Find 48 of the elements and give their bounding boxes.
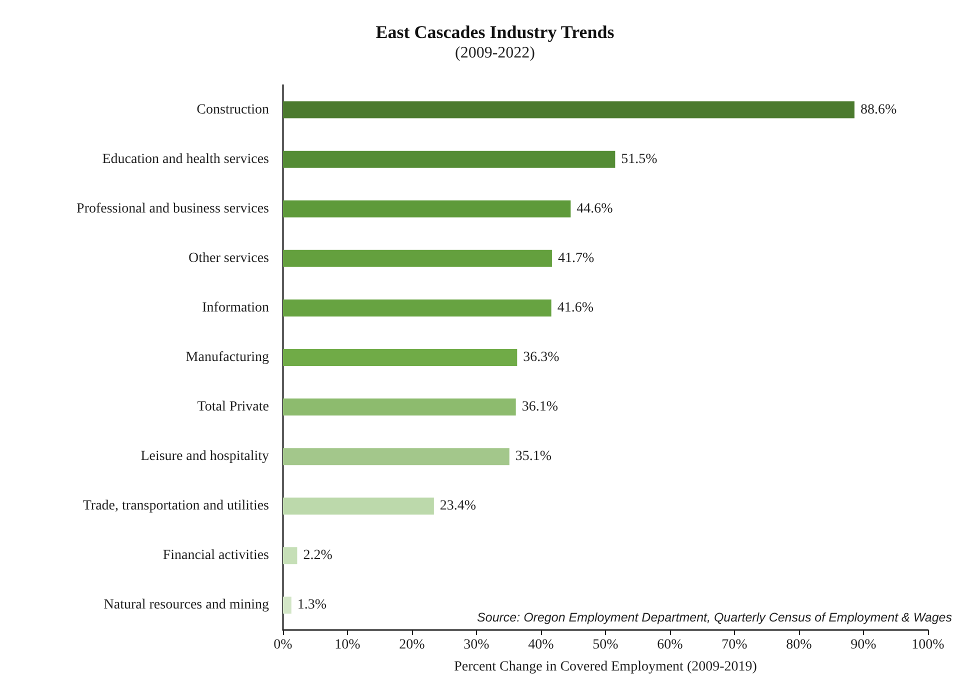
y-tick-label: Professional and business services xyxy=(76,201,269,216)
bar xyxy=(283,398,516,416)
bar xyxy=(283,101,854,118)
data-label: 41.7% xyxy=(558,250,594,266)
data-label: 51.5% xyxy=(621,152,658,167)
bar xyxy=(283,596,292,614)
y-tick-label: Total Private xyxy=(197,400,269,415)
data-label: 36.3% xyxy=(523,350,560,365)
x-tick-label: 10% xyxy=(334,638,361,652)
data-label: 36.1% xyxy=(522,400,558,415)
y-tick-label: Other services xyxy=(188,250,269,266)
x-tick-label: 50% xyxy=(592,638,619,652)
x-axis-title: Percent Change in Covered Employment (2009-2019) xyxy=(454,660,758,674)
y-tick-label: Manufacturing xyxy=(186,350,269,365)
data-label: 23.4% xyxy=(440,498,476,514)
bar xyxy=(283,150,616,168)
data-label: 35.1% xyxy=(515,449,552,464)
chart-subtitle: (2009-2022) xyxy=(455,44,535,62)
x-tick-label: 60% xyxy=(657,638,684,652)
x-tick-label: 30% xyxy=(464,638,490,652)
y-tick-label: Information xyxy=(202,300,269,316)
y-tick-label: Construction xyxy=(196,102,269,118)
y-tick-label: Financial activities xyxy=(162,548,269,564)
bar xyxy=(283,200,571,218)
bar xyxy=(283,299,552,316)
annotation: Source: Oregon Employment Department, Quarterly Census of Employment & Wages xyxy=(477,610,952,624)
bar xyxy=(283,448,510,466)
data-label: 88.6% xyxy=(860,102,897,118)
x-tick-label: 90% xyxy=(850,638,877,652)
x-tick-label: 0% xyxy=(274,638,293,652)
y-tick-label: Trade, transportation and utilities xyxy=(82,498,269,514)
bar xyxy=(283,547,298,564)
bar xyxy=(283,498,434,515)
x-tick-label: 70% xyxy=(722,638,748,652)
data-label: 1.3% xyxy=(297,598,327,613)
bar xyxy=(283,250,552,267)
bar xyxy=(283,349,518,366)
data-label: 41.6% xyxy=(557,300,594,316)
data-label: 44.6% xyxy=(576,201,614,216)
x-tick-label: 80% xyxy=(786,638,812,652)
y-tick-label: Leisure and hospitality xyxy=(140,449,269,464)
x-tick-label: 20% xyxy=(399,638,426,652)
chart-title: East Cascades Industry Trends xyxy=(376,22,614,42)
x-tick-label: 40% xyxy=(528,638,554,652)
x-tick-label: 100% xyxy=(912,638,945,652)
y-tick-label: Natural resources and mining xyxy=(104,598,269,613)
y-tick-label: Education and health services xyxy=(102,152,269,167)
data-label: 2.2% xyxy=(303,548,333,564)
